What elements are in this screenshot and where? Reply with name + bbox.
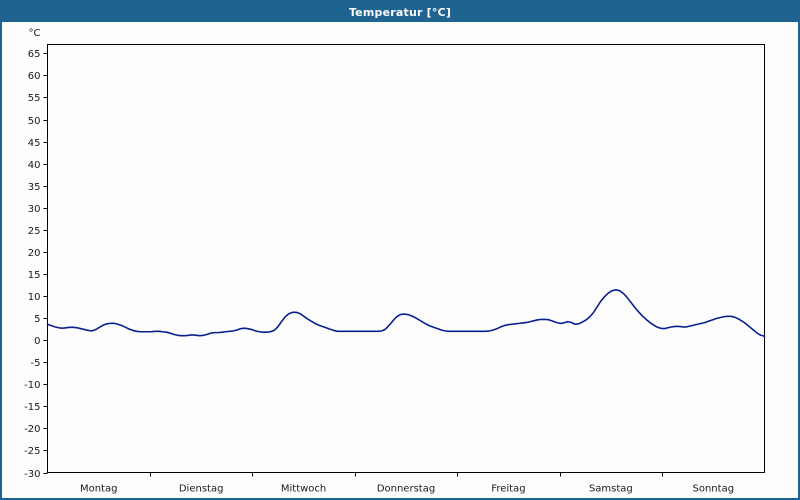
y-axis-tick-label: 55 [28, 93, 41, 104]
temperature-line-chart: 65605550454035302520151050-5-10-15-20-25… [24, 28, 766, 495]
y-axis-tick-label: -5 [31, 358, 41, 369]
y-axis-tick-label: -25 [24, 446, 40, 457]
axis-tickmarks [43, 53, 663, 477]
page-title: Temperatur [°C] [348, 5, 452, 19]
y-axis-tick-label: 5 [34, 314, 40, 325]
temperature-series-line [46, 289, 766, 337]
y-axis-tick-label: 45 [28, 138, 41, 149]
x-axis-day-label: Dienstag [179, 484, 224, 495]
y-axis-tick-label: 35 [28, 182, 41, 193]
y-axis-tick-label: 25 [28, 226, 41, 237]
x-axis-day-label: Samstag [589, 484, 633, 495]
chart-plot-container: 65 60 55 50 45 40 35 30 25 20 15 10 5 0 -5 -10 -15 -20 -25… [2, 22, 798, 498]
y-axis-tick-label: 65 [28, 49, 41, 60]
window-title-bar: Temperatur [°C] [2, 2, 798, 22]
x-axis-day-label: Freitag [491, 484, 525, 495]
y-axis-tick-label: -15 [24, 402, 40, 413]
x-axis-day-label: Montag [80, 484, 117, 495]
x-axis-day-label: Donnerstag [377, 484, 435, 495]
y-axis-tick-label: 60 [28, 71, 41, 82]
y-axis-tick-label: -30 [24, 469, 40, 480]
y-axis-unit-label: °C [29, 28, 41, 39]
y-axis-tick-label: 40 [28, 160, 41, 171]
y-axis-tick-labels: 65605550454035302520151050-5-10-15-20-25… [24, 49, 40, 480]
x-axis-day-labels: Montag Dienstag Mittwoch Donnerstag Freitag S… [80, 484, 734, 495]
y-axis-tick-label: 20 [28, 248, 41, 259]
x-axis-day-label: Sonntag [693, 484, 735, 495]
y-axis-tick-label: 30 [28, 204, 41, 215]
x-axis-day-label: Mittwoch [281, 484, 326, 495]
y-axis-tick-label: -10 [24, 380, 40, 391]
y-axis-tick-label: 50 [28, 116, 41, 127]
y-axis-tick-label: -20 [24, 424, 40, 435]
y-axis-unit: °C [29, 28, 41, 39]
y-axis-tick-label: 0 [34, 336, 40, 347]
plot-area-border [46, 43, 766, 474]
y-axis-tick-label: 15 [28, 270, 41, 281]
y-axis-tick-label: 10 [28, 292, 41, 303]
